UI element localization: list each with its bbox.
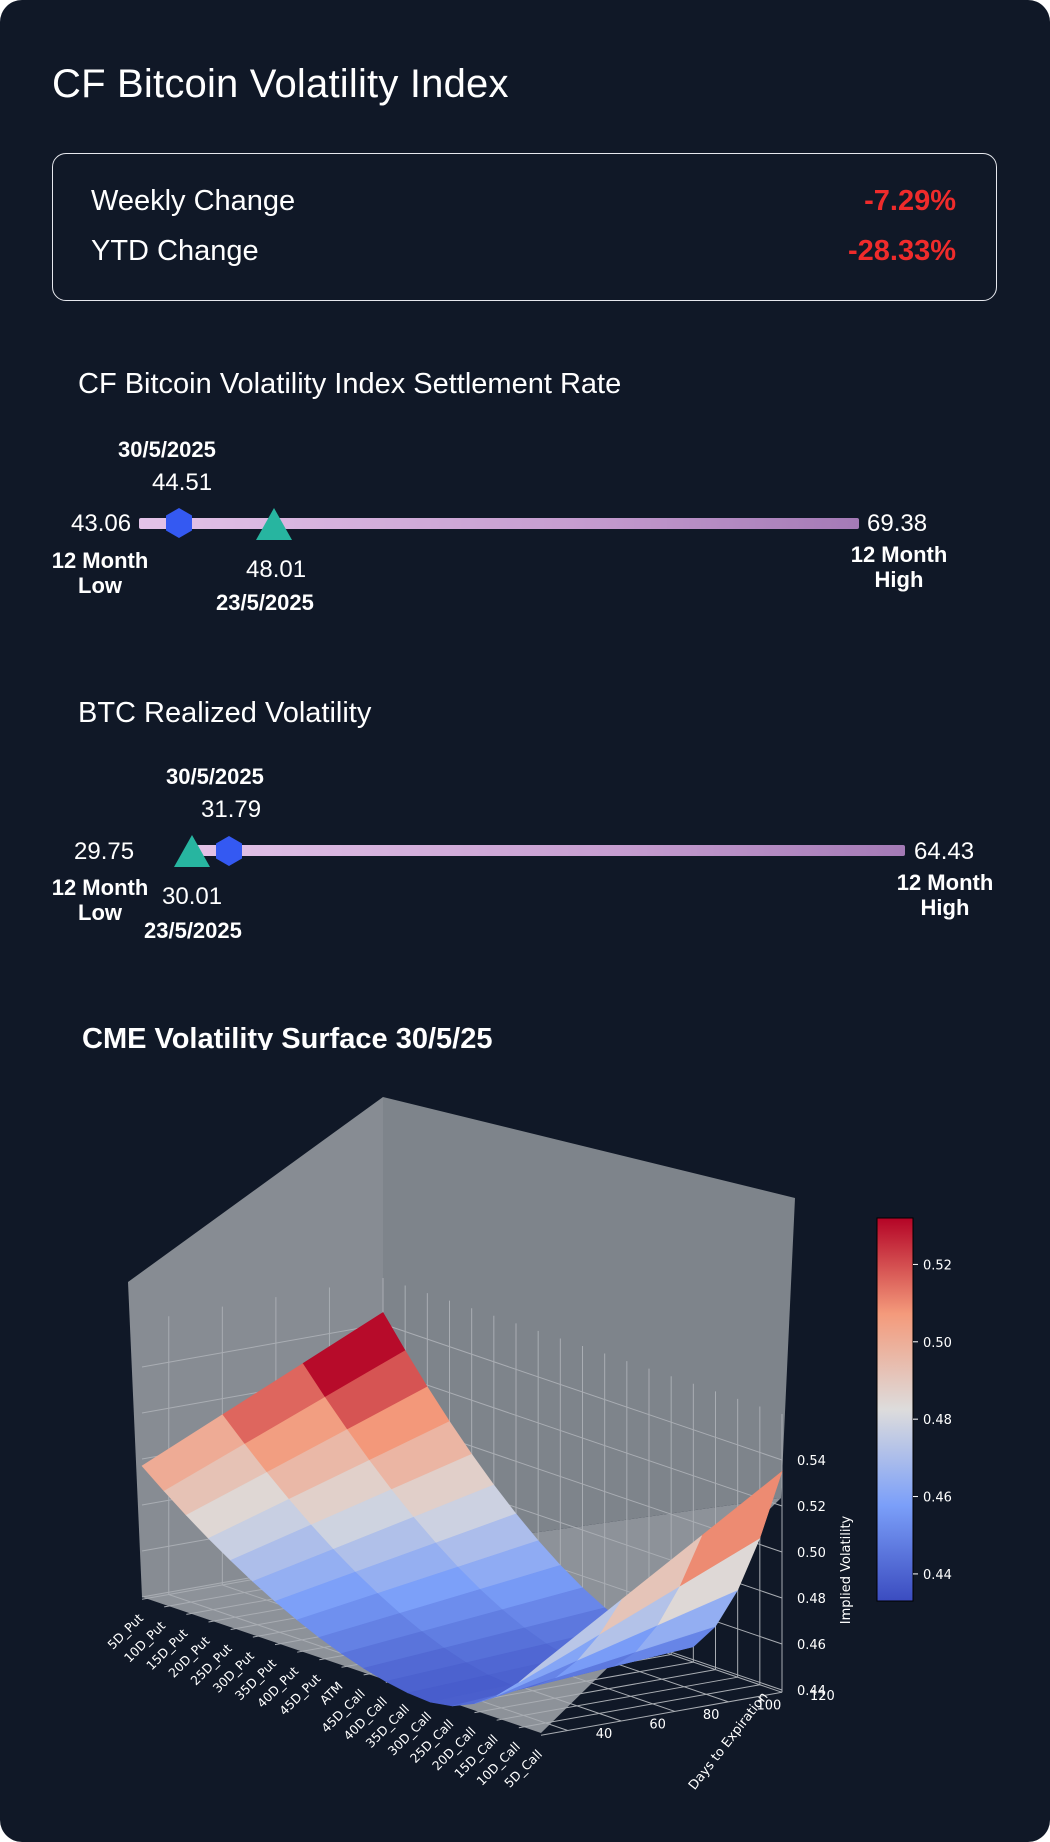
surface-face [518, 1599, 622, 1683]
grid-line-floor [474, 1669, 716, 1714]
settlement-range-track [139, 518, 859, 529]
y-tick-label: 120 [810, 1689, 835, 1704]
y-tick-label: 100 [756, 1699, 781, 1714]
realized-high-value: 64.43 [914, 838, 975, 865]
grid-line-leftwall [141, 1323, 384, 1368]
grid-line-floor [496, 1676, 738, 1721]
realized-low-label-line2: Low [78, 900, 122, 926]
grid-line-floor [540, 1691, 783, 1736]
colorbar-tick-label: 0.50 [923, 1336, 952, 1351]
colorbar-tick-label: 0.44 [923, 1568, 952, 1583]
z-tick-label: 0.54 [797, 1454, 826, 1469]
settlement-low-value: 43.06 [71, 510, 132, 537]
realized-title: BTC Realized Volatility [78, 697, 372, 729]
realized-range-track [187, 845, 905, 856]
realized-high-label: 12 Month High [895, 870, 995, 921]
settlement-low-label-line1: 12 Month [51, 548, 149, 573]
settlement-current-date: 30/5/2025 [118, 437, 216, 462]
grid-line-floor [518, 1684, 760, 1729]
realized-low-value: 29.75 [74, 838, 135, 865]
y-tick-label: 80 [703, 1708, 720, 1723]
realized-low-label-line1: 12 Month [51, 875, 149, 900]
settlement-high-label-line1: 12 Month [850, 542, 948, 567]
realized-previous-triangle-icon [174, 835, 211, 867]
ytd-change-label: YTD Change [91, 235, 259, 267]
realized-high-label-line2: High [920, 895, 970, 921]
z-tick-label: 0.46 [797, 1638, 826, 1653]
settlement-high-label: 12 Month High [849, 542, 949, 593]
colorbar-tick-label: 0.52 [923, 1258, 952, 1273]
z-tick-label: 0.50 [797, 1546, 826, 1561]
settlement-title: CF Bitcoin Volatility Index Settlement R… [78, 368, 622, 400]
settlement-previous-value: 48.01 [246, 556, 307, 583]
grid-line-backwall [382, 1369, 783, 1507]
z-tick-label: 0.52 [797, 1500, 826, 1515]
volatility-surface-chart: 5D_Put10D_Put15D_Put20D_Put25D_Put30D_Pu… [78, 1050, 970, 1820]
settlement-high-value: 69.38 [867, 510, 928, 537]
changes-panel: Weekly Change -7.29% YTD Change -28.33% [52, 153, 997, 301]
settlement-current-hexagon-icon [165, 508, 192, 538]
z-tick-label: 0.44 [797, 1684, 826, 1699]
settlement-previous-date: 23/5/2025 [216, 590, 314, 615]
colorbar-tick-label: 0.48 [923, 1413, 952, 1428]
colorbar [876, 1217, 914, 1602]
settlement-previous-triangle-icon [256, 508, 293, 540]
surface-title: CME Volatility Surface 30/5/25 [82, 1023, 493, 1055]
settlement-high-label-line2: High [874, 567, 924, 593]
page-title: CF Bitcoin Volatility Index [52, 62, 509, 106]
y-tick-label: 40 [596, 1727, 613, 1742]
weekly-change-label: Weekly Change [91, 185, 296, 217]
weekly-change-value: -7.29% [864, 185, 956, 217]
realized-current-hexagon-icon [216, 836, 243, 866]
z-axis-label: Implied Volatility [839, 1515, 854, 1624]
grid-line-backwall [382, 1323, 783, 1461]
back-right-pane [383, 1097, 795, 1554]
z-tick-label: 0.48 [797, 1592, 826, 1607]
realized-current-value: 31.79 [201, 796, 262, 823]
realized-low-label: 12 Month Low [50, 875, 150, 926]
realized-previous-date: 23/5/2025 [144, 918, 242, 943]
realized-previous-value: 30.01 [162, 883, 223, 910]
realized-current-date: 30/5/2025 [166, 764, 264, 789]
realized-high-label-line1: 12 Month [896, 870, 994, 895]
settlement-current-value: 44.51 [152, 469, 213, 496]
ytd-change-value: -28.33% [847, 235, 956, 267]
y-tick-label: 60 [649, 1718, 666, 1733]
settlement-low-label: 12 Month Low [50, 548, 150, 599]
settlement-low-label-line2: Low [78, 573, 122, 599]
colorbar-tick-label: 0.46 [923, 1491, 952, 1506]
